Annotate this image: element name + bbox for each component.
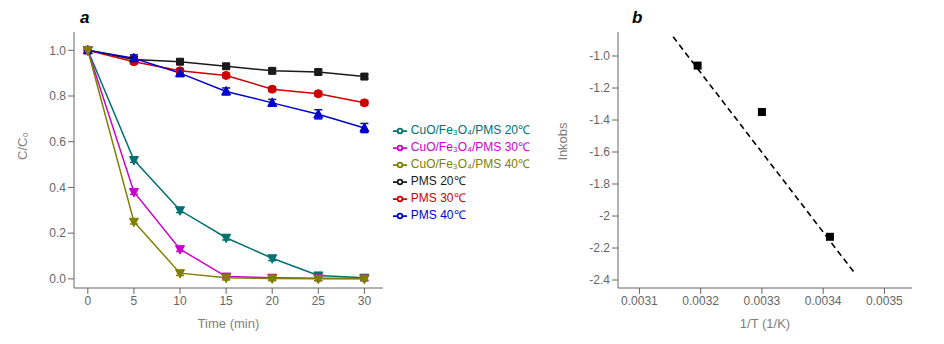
svg-text:-2.4: -2.4 bbox=[589, 273, 610, 287]
svg-text:-2.2: -2.2 bbox=[589, 241, 610, 255]
svg-text:0.0031: 0.0031 bbox=[621, 294, 658, 308]
svg-text:C/C₀: C/C₀ bbox=[15, 132, 30, 160]
html-text:CuO/Fe₃O₄/PMS 40℃: CuO/Fe₃O₄/PMS 40℃ bbox=[410, 157, 530, 171]
html-text:PMS 40℃: PMS 40℃ bbox=[410, 208, 466, 222]
svg-text:0.4: 0.4 bbox=[49, 181, 66, 195]
svg-text:0.0035: 0.0035 bbox=[866, 294, 903, 308]
svg-text:lnkobs: lnkobs bbox=[555, 122, 570, 160]
html-text:CuO/Fe₃O₄/PMS 30℃: CuO/Fe₃O₄/PMS 30℃ bbox=[410, 140, 530, 154]
svg-text:-1.8: -1.8 bbox=[589, 177, 610, 191]
html-text:PMS 30℃: PMS 30℃ bbox=[410, 191, 466, 205]
svg-text:-1.0: -1.0 bbox=[589, 49, 610, 63]
html-text:CuO/Fe₃O₄/PMS 20℃: CuO/Fe₃O₄/PMS 20℃ bbox=[410, 123, 530, 137]
svg-text:0.8: 0.8 bbox=[49, 89, 66, 103]
svg-text:1.0: 1.0 bbox=[49, 44, 66, 58]
svg-text:0.0: 0.0 bbox=[49, 272, 66, 286]
svg-text:0.2: 0.2 bbox=[49, 226, 66, 240]
svg-text:0.0034: 0.0034 bbox=[805, 294, 842, 308]
svg-text:0: 0 bbox=[84, 294, 91, 308]
svg-text:0.0032: 0.0032 bbox=[682, 294, 719, 308]
svg-text:0.6: 0.6 bbox=[49, 135, 66, 149]
svg-text:25: 25 bbox=[312, 294, 326, 308]
svg-text:30: 30 bbox=[358, 294, 372, 308]
html-text:b: b bbox=[632, 8, 643, 27]
svg-text:10: 10 bbox=[173, 294, 187, 308]
svg-text:20: 20 bbox=[266, 294, 280, 308]
svg-text:5: 5 bbox=[131, 294, 138, 308]
svg-text:-1.4: -1.4 bbox=[589, 113, 610, 127]
svg-text:0.0033: 0.0033 bbox=[744, 294, 781, 308]
html-text:PMS 20℃: PMS 20℃ bbox=[410, 174, 466, 188]
svg-text:-1.6: -1.6 bbox=[589, 145, 610, 159]
svg-text:-2: -2 bbox=[599, 209, 610, 223]
html-text:a: a bbox=[80, 8, 90, 27]
svg-text:-1.2: -1.2 bbox=[589, 81, 610, 95]
svg-text:15: 15 bbox=[219, 294, 233, 308]
svg-text:1/T (1/K): 1/T (1/K) bbox=[740, 316, 790, 331]
svg-text:Time (min): Time (min) bbox=[198, 316, 260, 331]
